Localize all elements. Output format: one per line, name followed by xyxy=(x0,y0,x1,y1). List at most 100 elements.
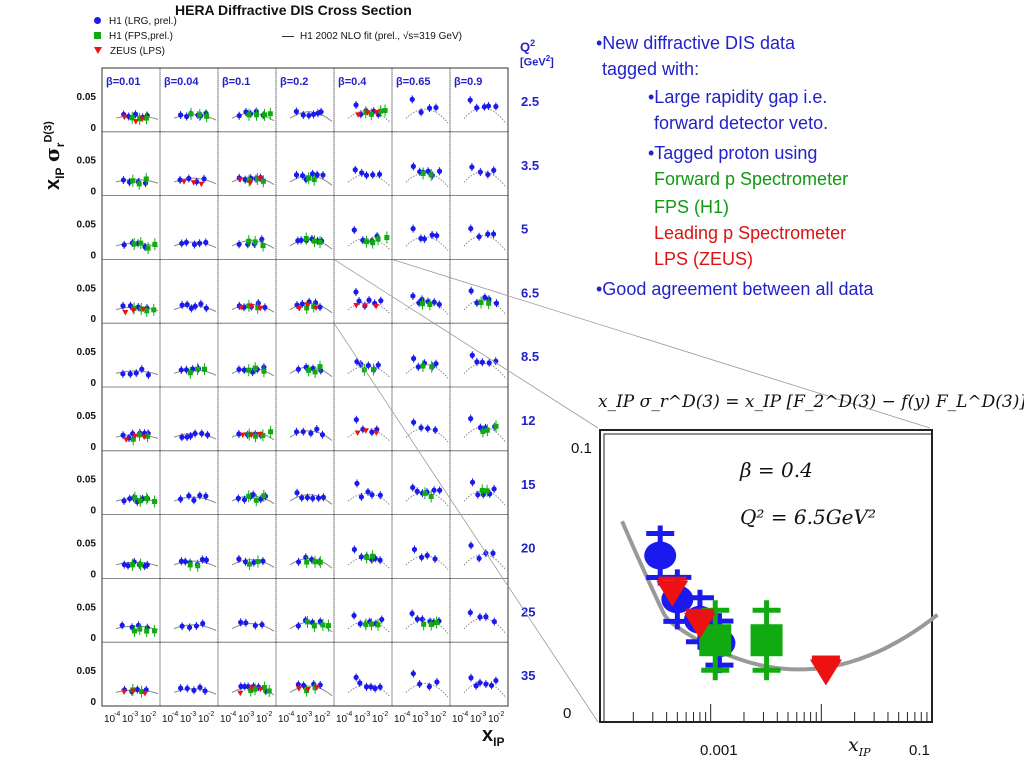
data-point-h1-lrg xyxy=(121,498,127,504)
data-point-h1-lrg xyxy=(310,111,317,117)
data-point-zeus xyxy=(362,428,369,434)
data-point-h1-fps xyxy=(312,559,318,565)
panel-box xyxy=(159,641,219,707)
panel-box xyxy=(217,450,277,515)
data-point-h1-fps xyxy=(317,239,323,245)
data-point-h1-fps xyxy=(478,300,484,306)
fit-curve xyxy=(405,236,449,251)
inset-inner-frame xyxy=(603,433,933,723)
data-point-h1-lrg xyxy=(133,370,139,376)
data-point-h1-lrg xyxy=(431,299,437,305)
data-point-h1-lrg xyxy=(201,176,207,182)
data-point-zeus xyxy=(132,433,139,440)
data-point-h1-lrg xyxy=(473,683,479,689)
q2-row-label: 6.5 xyxy=(521,285,539,300)
xtick-label: 10 xyxy=(394,714,406,725)
data-point-h1-lrg xyxy=(120,432,126,438)
panel-box xyxy=(391,131,451,197)
inset-point-zeus xyxy=(656,580,689,607)
data-point-h1-fps xyxy=(428,494,434,500)
data-point-h1-fps xyxy=(253,433,259,439)
data-point-h1-fps xyxy=(254,176,260,182)
data-point-h1-lrg xyxy=(295,366,301,372)
fit-curve xyxy=(289,685,333,697)
data-point-h1-fps xyxy=(369,553,375,559)
data-point-h1-fps xyxy=(370,240,376,246)
data-point-h1-fps xyxy=(151,499,157,505)
data-point-h1-fps xyxy=(197,112,203,118)
fit-curve xyxy=(405,300,449,315)
data-point-h1-lrg xyxy=(203,557,209,563)
data-point-h1-lrg xyxy=(243,620,249,626)
data-point-zeus xyxy=(373,109,380,116)
data-point-h1-lrg xyxy=(295,681,301,688)
data-point-h1-fps xyxy=(260,243,266,249)
fit-curve xyxy=(463,554,507,571)
data-point-h1-lrg xyxy=(200,620,206,627)
panel-box xyxy=(391,641,451,707)
data-point-h1-fps xyxy=(369,621,375,627)
data-point-h1-fps xyxy=(378,108,384,114)
data-point-h1-lrg xyxy=(376,171,383,177)
panel-box xyxy=(275,578,335,643)
ytick-label: 0.05 xyxy=(77,666,97,677)
data-point-h1-fps xyxy=(139,689,145,695)
fit-curve xyxy=(347,429,391,442)
inset-point-zeus xyxy=(683,612,716,639)
q2-row-label: 8.5 xyxy=(521,349,539,364)
data-point-h1-lrg xyxy=(429,232,435,238)
panel-box xyxy=(275,641,335,707)
data-point-h1-fps xyxy=(137,116,143,122)
data-point-h1-lrg xyxy=(318,367,324,374)
xtick-label: 10 xyxy=(372,714,384,725)
data-point-h1-fps xyxy=(260,432,266,438)
ytick-label: 0.05 xyxy=(77,92,97,103)
data-point-h1-lrg xyxy=(409,610,415,617)
data-point-zeus xyxy=(121,689,128,695)
data-point-h1-fps xyxy=(306,175,312,181)
data-point-h1-fps xyxy=(375,622,381,628)
data-point-h1-fps xyxy=(137,626,143,632)
data-point-h1-lrg xyxy=(191,241,198,248)
panel-box xyxy=(217,131,277,197)
data-point-h1-lrg xyxy=(419,616,425,622)
panel-box xyxy=(333,578,393,643)
panel-box xyxy=(217,386,277,452)
panel-box xyxy=(217,578,277,643)
data-point-h1-fps xyxy=(132,495,138,501)
data-point-h1-lrg xyxy=(363,684,370,690)
beta-label: β=0.2 xyxy=(280,76,308,88)
data-point-h1-fps xyxy=(152,241,158,247)
panel-box xyxy=(449,386,509,452)
data-point-h1-fps xyxy=(144,628,150,634)
data-point-h1-fps xyxy=(246,493,252,499)
data-point-h1-fps xyxy=(260,178,266,184)
data-point-h1-lrg xyxy=(354,480,360,487)
data-point-h1-lrg xyxy=(179,623,185,629)
data-point-h1-lrg xyxy=(477,680,483,686)
data-point-h1-lrg xyxy=(488,682,495,689)
panel-box xyxy=(101,131,161,197)
data-point-h1-lrg xyxy=(468,288,474,294)
data-point-zeus xyxy=(248,303,255,310)
data-point-h1-fps xyxy=(325,623,331,629)
data-point-h1-fps xyxy=(138,562,144,568)
data-point-zeus xyxy=(141,691,148,697)
data-point-h1-fps xyxy=(143,176,149,182)
data-point-h1-fps xyxy=(145,245,151,251)
panel-box xyxy=(159,258,219,324)
data-point-h1-lrg xyxy=(474,105,480,111)
panel-box xyxy=(159,322,219,388)
xtick-label: 10 xyxy=(104,714,116,725)
ytick-label: 0 xyxy=(90,123,96,134)
xtick-label: 10 xyxy=(296,714,308,725)
data-point-zeus xyxy=(256,431,263,438)
data-point-zeus xyxy=(130,308,137,314)
data-point-h1-lrg xyxy=(490,550,496,556)
data-point-h1-fps xyxy=(266,688,272,694)
data-point-h1-lrg xyxy=(300,429,306,435)
data-point-h1-lrg xyxy=(353,289,359,295)
ytick-label: 0.05 xyxy=(77,283,97,294)
data-point-h1-lrg xyxy=(242,559,249,565)
data-point-h1-lrg xyxy=(352,167,358,173)
